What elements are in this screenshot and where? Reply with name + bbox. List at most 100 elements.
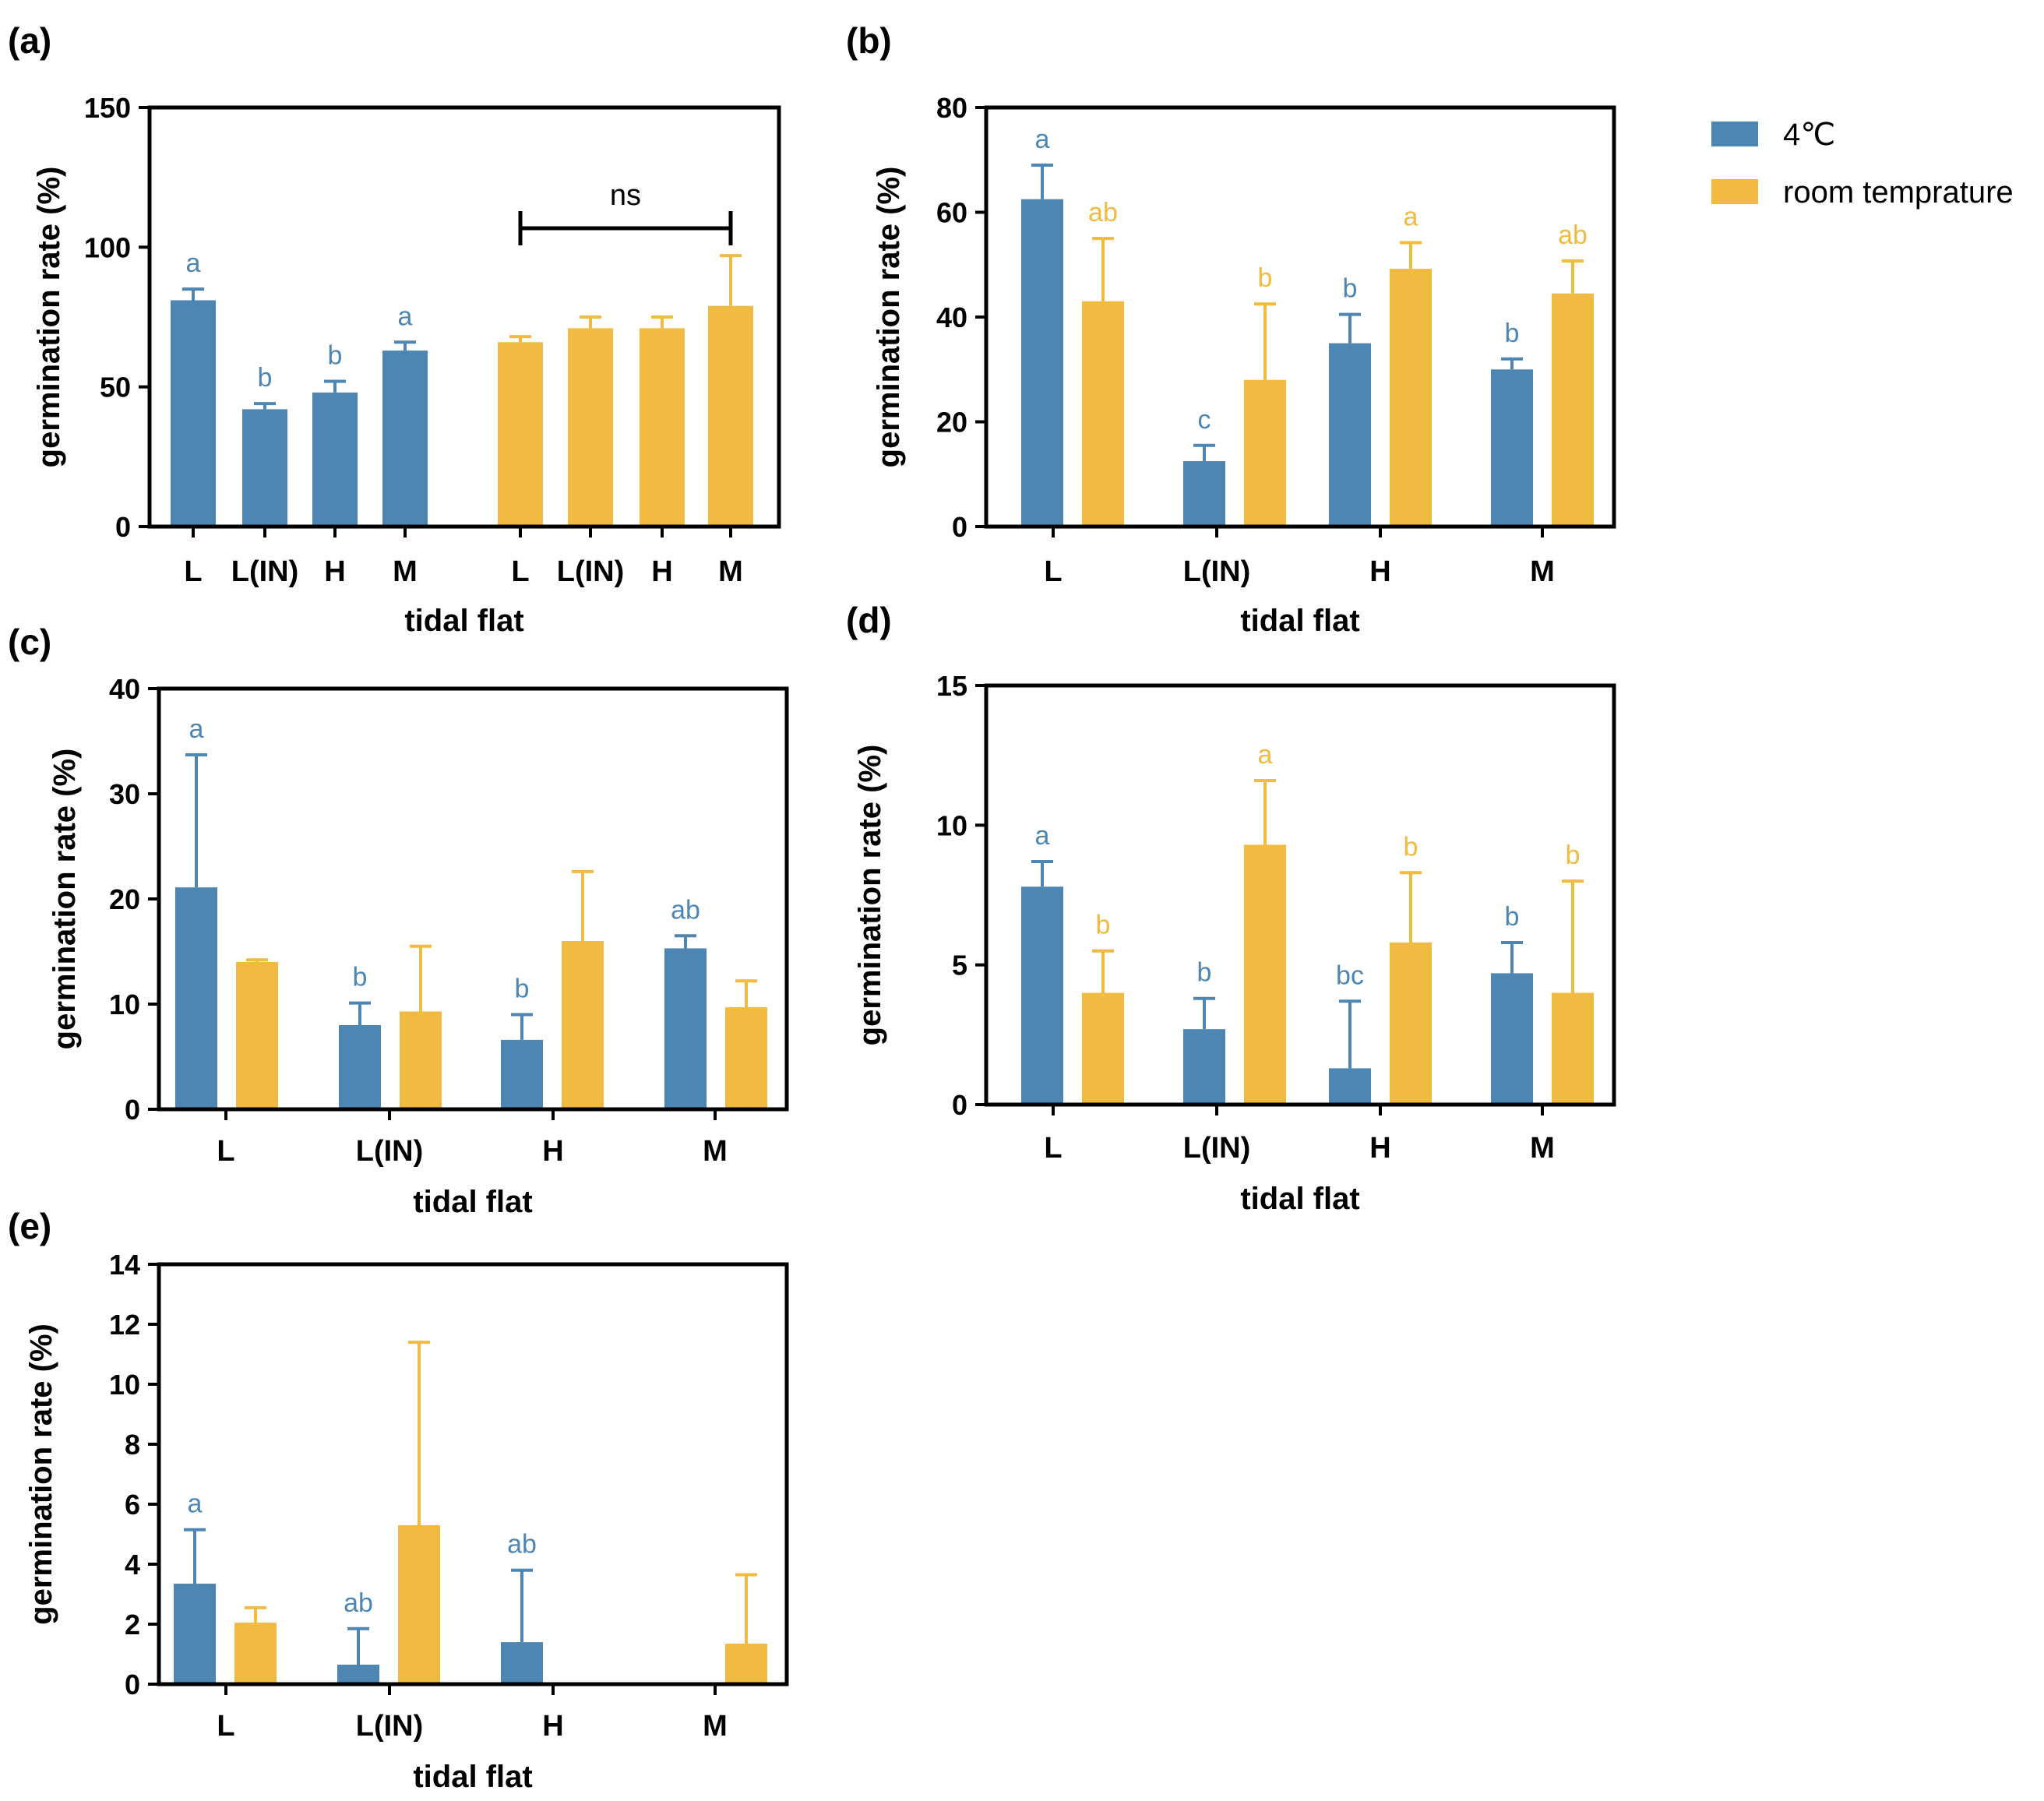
bar-cold-0 xyxy=(1021,886,1063,1105)
chart-panel-b: (b) 0 20 40 60 80 germination rate (%) a c b b ab b a… xyxy=(846,20,1616,638)
x-tick-label: L(IN) xyxy=(1183,555,1251,588)
x-tick-label: L xyxy=(511,555,529,588)
ns-label: ns xyxy=(610,179,641,212)
plot-frame xyxy=(984,105,1616,529)
y-tick-label: 14 xyxy=(109,1249,140,1281)
y-tick-label: 150 xyxy=(84,92,131,124)
y-tick-label: 8 xyxy=(125,1429,140,1461)
significance-letter: b xyxy=(258,363,273,393)
x-tick-label: L(IN) xyxy=(356,1710,424,1743)
significance-letter: a xyxy=(1258,740,1273,770)
significance-letter: b xyxy=(328,340,343,370)
x-axis-label: tidal flat xyxy=(413,1760,532,1794)
significance-letter: b xyxy=(515,975,530,1004)
y-axis-label: germination rate (%) xyxy=(48,749,82,1050)
bar-cold-2 xyxy=(501,1039,543,1109)
x-tick-label: M xyxy=(1530,1132,1555,1165)
legend-swatch-room xyxy=(1711,179,1758,204)
bar-room-6 xyxy=(640,328,685,527)
significance-letter: a xyxy=(189,714,204,744)
chart-panel-e: (e) 0 2 4 6 8 10 12 14 germination rate (%) a ab ab L… xyxy=(8,1206,789,1794)
y-tick-label: 30 xyxy=(109,778,140,810)
x-tick-label: M xyxy=(393,555,418,588)
bar-cold-0 xyxy=(171,300,216,527)
x-tick-label: L xyxy=(217,1710,234,1743)
significance-letter: b xyxy=(1258,263,1273,293)
x-tick-label: L(IN) xyxy=(231,555,299,588)
bar-room-4 xyxy=(498,342,543,527)
significance-letter: bc xyxy=(1336,960,1364,990)
x-axis-label: tidal flat xyxy=(1240,1182,1359,1216)
x-tick-label: L(IN) xyxy=(1183,1132,1251,1165)
bar-cold-2 xyxy=(1329,1068,1371,1105)
y-tick-label: 4 xyxy=(125,1549,140,1581)
bar-room-2 xyxy=(562,941,604,1109)
y-tick-label: 0 xyxy=(952,1089,967,1121)
y-tick-label: 40 xyxy=(936,301,967,333)
y-axis-label: germination rate (%) xyxy=(872,167,906,468)
panel-label: (c) xyxy=(8,622,51,662)
x-tick-label: H xyxy=(542,1135,563,1168)
bar-room-1 xyxy=(1244,844,1286,1105)
significance-letter: ab xyxy=(1558,220,1588,250)
x-tick-label: L(IN) xyxy=(356,1135,424,1168)
legend-label-room: room temprature xyxy=(1783,175,2014,210)
y-tick-label: 0 xyxy=(125,1669,140,1701)
bar-cold-1 xyxy=(339,1025,381,1109)
significance-letter: b xyxy=(1505,319,1520,348)
significance-letter: ab xyxy=(344,1588,373,1618)
x-tick-label: M xyxy=(718,555,743,588)
bar-cold-2 xyxy=(1329,343,1371,527)
significance-letter: b xyxy=(1343,274,1358,304)
x-tick-label: M xyxy=(703,1710,728,1743)
bar-cold-3 xyxy=(664,948,707,1109)
significance-letter: a xyxy=(1035,125,1050,154)
x-tick-label: H xyxy=(1369,1132,1390,1165)
significance-letter: b xyxy=(1096,911,1111,940)
bar-room-3 xyxy=(1552,992,1594,1105)
bar-cold-0 xyxy=(174,1584,216,1684)
bar-cold-2 xyxy=(312,392,358,527)
significance-letter: a xyxy=(1035,821,1050,851)
bar-cold-0 xyxy=(1021,199,1063,527)
y-tick-label: 0 xyxy=(952,511,967,543)
y-tick-label: 10 xyxy=(109,1369,140,1401)
bar-room-3 xyxy=(1552,293,1594,527)
panel-label: (d) xyxy=(846,600,892,640)
y-tick-label: 50 xyxy=(100,372,131,404)
significance-letter: a xyxy=(186,248,201,278)
y-tick-label: 6 xyxy=(125,1489,140,1521)
x-tick-label: H xyxy=(324,555,345,588)
y-tick-label: 12 xyxy=(109,1309,140,1341)
y-tick-label: 20 xyxy=(109,883,140,915)
panel-label: (b) xyxy=(846,20,892,61)
x-axis-label: tidal flat xyxy=(1240,604,1359,638)
x-axis-label: tidal flat xyxy=(404,604,523,638)
x-tick-label: H xyxy=(542,1710,563,1743)
x-tick-label: M xyxy=(703,1135,728,1168)
x-tick-label: M xyxy=(1530,555,1555,588)
bar-room-3 xyxy=(725,1644,767,1684)
bar-room-1 xyxy=(400,1011,442,1109)
bar-cold-3 xyxy=(382,351,428,527)
y-tick-label: 60 xyxy=(936,197,967,229)
x-tick-label: H xyxy=(651,555,672,588)
significance-letter: a xyxy=(1404,203,1418,232)
chart-panel-d: (d) 0 5 10 15 germination rate (%) a b bc b b a b b L L… xyxy=(846,600,1616,1216)
plot-frame xyxy=(157,686,789,1112)
y-tick-label: 5 xyxy=(952,950,967,982)
plot-frame xyxy=(147,105,781,529)
x-tick-label: H xyxy=(1369,555,1390,588)
panel-label: (a) xyxy=(8,20,51,61)
significance-letter: ab xyxy=(507,1530,537,1560)
panel-label: (e) xyxy=(8,1206,51,1246)
significance-letter: b xyxy=(1197,958,1212,988)
y-tick-label: 10 xyxy=(936,809,967,841)
legend: 4℃ room temprature xyxy=(1711,118,2014,210)
significance-letter: ab xyxy=(1088,198,1118,227)
bar-cold-1 xyxy=(1183,460,1225,527)
x-tick-label: L xyxy=(1044,1132,1062,1165)
bar-room-3 xyxy=(725,1007,767,1109)
significance-letter: ab xyxy=(671,895,700,925)
